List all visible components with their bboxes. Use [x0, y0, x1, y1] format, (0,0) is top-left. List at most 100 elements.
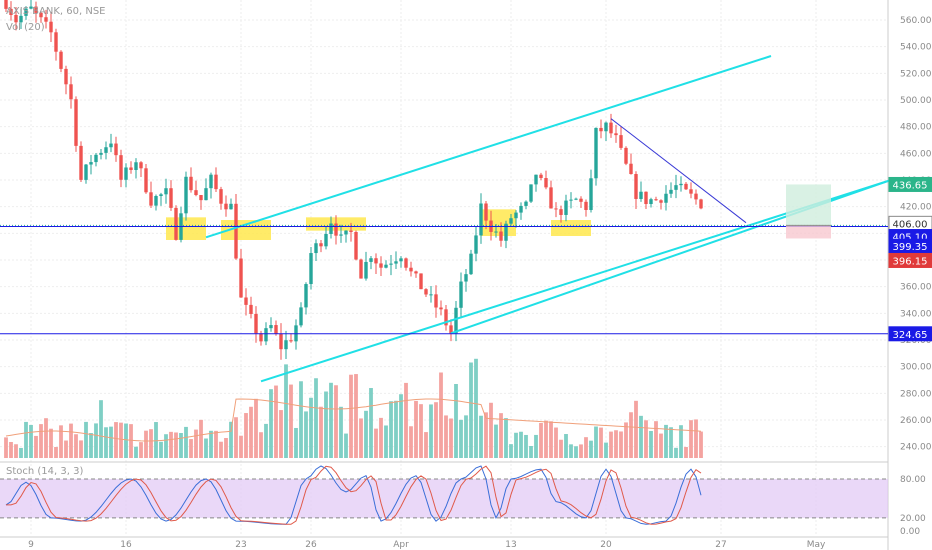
- candle-body: [199, 195, 202, 200]
- volume-bar: [484, 412, 488, 458]
- volume-bar: [499, 413, 503, 458]
- price-tag-label: 406.00: [893, 219, 928, 230]
- volume-bar: [419, 404, 423, 458]
- time-tick-label: May: [807, 540, 826, 550]
- volume-bar: [164, 434, 168, 458]
- volume-bar: [639, 416, 643, 458]
- candle-body: [419, 273, 422, 289]
- price-tick-label: 240.00: [900, 443, 932, 453]
- support-zone[interactable]: [551, 220, 591, 236]
- volume-bar: [154, 422, 158, 458]
- candle-body: [414, 271, 417, 273]
- volume-bar: [319, 407, 323, 458]
- volume-bar: [144, 431, 148, 458]
- candle-body: [384, 265, 387, 268]
- candle-body: [339, 234, 342, 235]
- volume-bar: [359, 418, 363, 458]
- volume-bar: [209, 431, 213, 458]
- volume-bar: [434, 402, 438, 458]
- support-zone[interactable]: [166, 217, 206, 240]
- volume-bar: [404, 383, 408, 458]
- volume-bar: [449, 418, 453, 458]
- volume-bar: [539, 423, 543, 458]
- candle-body: [49, 22, 52, 33]
- position-target-zone[interactable]: [786, 184, 831, 225]
- candle-body: [74, 99, 77, 146]
- candle-body: [69, 84, 72, 99]
- candle-body: [259, 333, 262, 341]
- position-stop-zone[interactable]: [786, 225, 831, 238]
- candle-body: [599, 128, 602, 131]
- price-tick-label: 540.00: [900, 43, 932, 53]
- price-tag: 396.15: [889, 253, 932, 267]
- volume-bar: [274, 386, 278, 458]
- volume-bar: [19, 448, 23, 458]
- time-tick-label: 13: [505, 540, 516, 550]
- volume-bar: [649, 431, 653, 458]
- candle-body: [249, 305, 252, 314]
- volume-bar: [664, 425, 668, 458]
- candle-body: [609, 123, 612, 134]
- candle-body: [219, 189, 222, 204]
- candle-body: [434, 294, 437, 307]
- candle-body: [109, 144, 112, 148]
- candle-body: [659, 200, 662, 202]
- volume-bar: [409, 426, 413, 458]
- volume-bar: [194, 430, 198, 458]
- volume-bar: [99, 400, 103, 458]
- volume-bar: [529, 446, 533, 458]
- volume-bar: [684, 447, 688, 458]
- symbol-legend: AXIS BANK, 60, NSE: [6, 6, 106, 17]
- volume-bar: [489, 403, 493, 458]
- volume-bar: [439, 372, 443, 458]
- price-tag: 436.65: [889, 177, 932, 191]
- candle-body: [134, 162, 137, 170]
- candle-body: [359, 260, 362, 279]
- volume-bar: [619, 431, 623, 458]
- price-tick-label: 420.00: [900, 203, 932, 213]
- candle-body: [79, 146, 82, 180]
- price-tick-label: 520.00: [900, 69, 932, 79]
- volume-bar: [424, 432, 428, 458]
- candle-body: [154, 196, 157, 206]
- volume-bar: [149, 429, 153, 458]
- candle-body: [54, 32, 57, 51]
- candle-body: [404, 258, 407, 267]
- volume-bar: [174, 432, 178, 458]
- volume-bar: [544, 421, 548, 458]
- volume-bar: [159, 442, 163, 458]
- volume-bar: [49, 429, 53, 458]
- price-tag-label: 396.15: [893, 256, 928, 267]
- volume-bar: [579, 444, 583, 458]
- candle-body: [314, 243, 317, 253]
- candle-body: [354, 232, 357, 260]
- candle-body: [99, 153, 102, 155]
- volume-bar: [504, 418, 508, 458]
- stoch-tick-label: 80.00: [900, 475, 926, 485]
- volume-bar: [124, 424, 128, 458]
- candle-body: [459, 282, 462, 308]
- candle-body: [159, 194, 162, 196]
- candle-body: [499, 232, 502, 241]
- candle-body: [244, 297, 247, 304]
- candle-body: [494, 232, 497, 233]
- price-tag-label: 399.35: [893, 242, 928, 253]
- time-tick-label: Apr: [393, 540, 409, 550]
- stoch-legend: Stoch (14, 3, 3): [6, 466, 83, 477]
- volume-bar: [594, 427, 598, 458]
- volume-bar: [39, 424, 43, 458]
- candle-body: [104, 147, 107, 153]
- candle-body: [299, 307, 302, 325]
- volume-bar: [644, 420, 648, 458]
- volume-bar: [54, 447, 58, 458]
- volume-bar: [184, 427, 188, 458]
- volume-bar: [219, 442, 223, 458]
- candle-body: [429, 294, 432, 295]
- volume-bar: [204, 439, 208, 458]
- volume-bar: [129, 424, 133, 458]
- candle-body: [144, 168, 147, 192]
- volume-bar: [119, 423, 123, 458]
- candle-body: [304, 284, 307, 307]
- candle-body: [549, 187, 552, 208]
